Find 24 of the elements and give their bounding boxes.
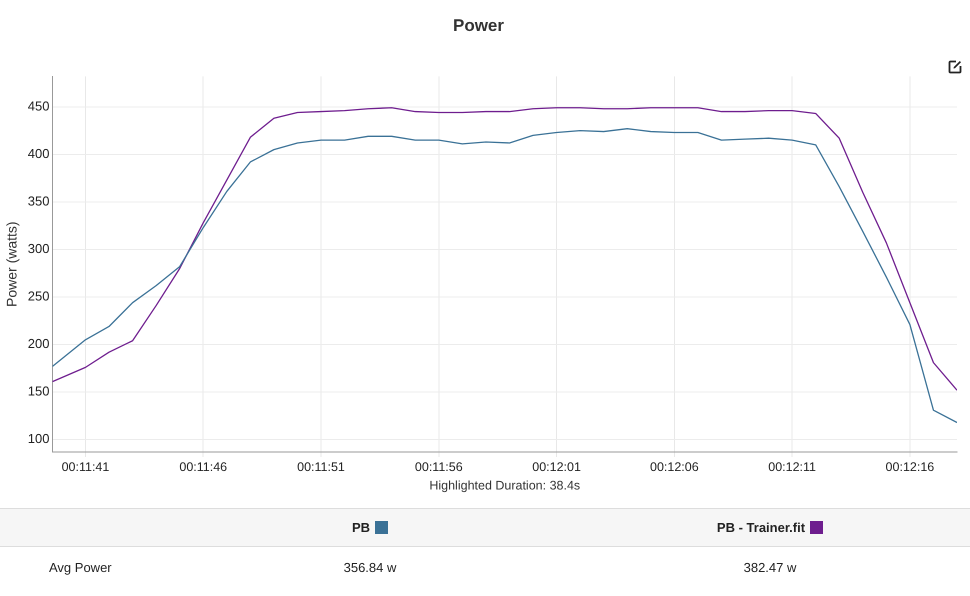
- legend-label: PB - Trainer.fit: [716, 520, 806, 535]
- y-tick-label: 300: [28, 241, 50, 256]
- x-tick-label: 00:12:11: [768, 460, 816, 474]
- y-tick-label: 200: [28, 336, 50, 352]
- y-tick-label: 400: [28, 146, 50, 161]
- x-tick-label: 00:12:16: [886, 460, 934, 474]
- x-tick-label: 00:11:41: [62, 460, 110, 474]
- x-tick-label: 00:11:51: [297, 460, 345, 474]
- y-axis-title: Power (watts): [3, 221, 20, 307]
- text: Avg Power: [48, 560, 113, 574]
- x-tick-label: 00:12:01: [532, 460, 581, 474]
- x-tick-label: 00:11:46: [179, 460, 228, 474]
- text: 356.84 w: [342, 560, 398, 574]
- x-tick-label: 00:12:06: [650, 460, 699, 474]
- chart-title: Power: [452, 16, 504, 35]
- x-tick-label: 00:11:56: [414, 460, 463, 474]
- y-tick-label: 250: [28, 288, 50, 304]
- y-tick-label: 150: [28, 384, 50, 399]
- y-tick-label: 100: [28, 431, 50, 446]
- y-tick-label: 450: [28, 98, 50, 114]
- text: 382.47 w: [742, 560, 798, 574]
- y-tick-label: 350: [28, 193, 50, 208]
- text: Highlighted Duration: 38.4s: [429, 478, 580, 493]
- legend-label: PB: [352, 520, 370, 535]
